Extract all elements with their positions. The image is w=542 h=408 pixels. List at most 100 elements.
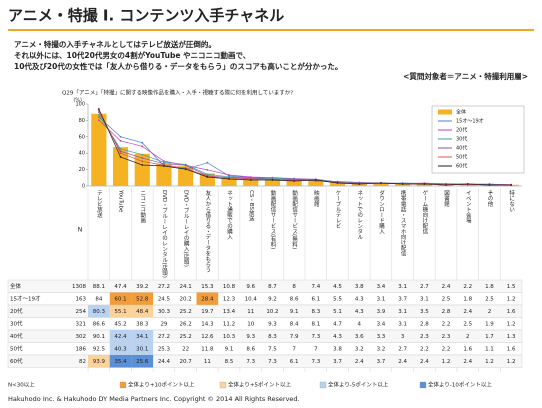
highlight-cell [131, 330, 154, 343]
cell-value: 25.3 [158, 346, 171, 352]
cell-value: 11 [204, 359, 211, 365]
y-tick-label: 80 [79, 118, 85, 124]
cell-value: 8.3 [268, 334, 277, 340]
y-tick-label: 60 [79, 134, 85, 140]
series-point [206, 176, 209, 178]
cell-value: 2.2 [442, 346, 451, 352]
cell-value: 1.8 [463, 296, 472, 302]
cell-value: 3.7 [333, 359, 342, 365]
series-point [184, 164, 187, 167]
cell-value: 3.1 [398, 321, 407, 327]
summary-line: アニメ・特撮の入手チャネルとしてはテレビ放送が圧倒的。 [14, 39, 216, 49]
cell-value: 25.2 [180, 309, 192, 315]
series-point [141, 160, 144, 163]
bar [373, 183, 389, 186]
highlight-cell [109, 355, 132, 368]
cell-value: 3.6 [355, 334, 364, 340]
series-point [119, 148, 122, 150]
cell-value: 2.5 [463, 321, 472, 327]
category-label: ダウンロード購入 [378, 189, 385, 235]
footer-swatch [219, 381, 227, 389]
cell-value: 3.3 [377, 334, 386, 340]
bar [329, 182, 346, 186]
cell-value: 3.1 [398, 284, 407, 290]
cell-value: 2.4 [463, 359, 472, 365]
cell-value: 30.1 [136, 346, 148, 352]
series-point [119, 152, 122, 154]
series-point [293, 180, 296, 182]
cell-value: 9.1 [225, 346, 234, 352]
highlight-cell [131, 305, 154, 318]
bar [264, 178, 281, 186]
category-label: イベント会場 [465, 190, 472, 224]
cell-value: 19.7 [201, 309, 214, 315]
slide-title: アニメ・特撮 Ⅰ. コンテンツ入手チャネル [8, 7, 284, 25]
summary-line: それ以外には、10代20代男女の4割がYouTube やニコニコ動画で、 [14, 50, 250, 60]
summary-line: 10代及び20代の女性では「友人から借りる・データをもらう」のスコアも高いことが… [14, 61, 342, 71]
series-point [314, 179, 317, 181]
cell-value: 2.3 [420, 334, 429, 340]
row-label: 40代 [10, 332, 23, 340]
cell-value: 3.7 [377, 359, 386, 365]
bar [178, 166, 194, 186]
cell-value: 22 [182, 346, 189, 352]
row-n: 186 [76, 346, 87, 352]
series-point [163, 165, 165, 167]
category-label: 映画館 [313, 189, 320, 208]
cell-value: 2.7 [398, 346, 407, 352]
series-point [271, 179, 274, 181]
cell-value: 7.3 [246, 359, 255, 365]
series-point [163, 162, 165, 165]
cell-value: 2.2 [420, 346, 429, 352]
cell-value: 8.5 [225, 359, 234, 365]
cell-value: 8.6 [246, 346, 255, 352]
cell-value: 8 [292, 284, 296, 290]
row-label: 30代 [10, 319, 23, 327]
question: Q29「アニメ」「特撮」に関する映像作品を購入・入手・視聴する際に何を利用してい… [62, 89, 293, 97]
cell-value: 10.8 [223, 284, 236, 290]
cell-value: 24.1 [180, 284, 192, 290]
bar [112, 147, 129, 186]
cell-value: 1.3 [507, 334, 516, 340]
bar [91, 113, 107, 186]
cell-value: 8.7 [268, 284, 277, 290]
category-label: DVD・ブルーレイのレンタル(店頭) [161, 190, 168, 278]
category-label: 特にない [508, 189, 515, 213]
target-note: <質問対象者＝アニメ・特撮利用層> [403, 71, 528, 81]
highlight-cell [109, 305, 132, 318]
legend-swatch [438, 109, 452, 115]
cell-value: 10.3 [223, 334, 236, 340]
footer-legend: 全体より+5ポイント以上 [228, 381, 291, 389]
cell-value: 9.6 [246, 284, 255, 290]
cell-value: 11 [247, 309, 254, 315]
cell-value: 14.3 [201, 321, 214, 327]
series-point [141, 141, 144, 144]
legend-label: 60代 [456, 163, 467, 170]
cell-value: 6.1 [290, 359, 299, 365]
legend-label: 20代 [456, 127, 467, 134]
cell-value: 2.7 [420, 284, 429, 290]
cell-value: 2.8 [442, 309, 451, 315]
cell-value: 1.6 [507, 309, 516, 315]
cell-value: 2 [488, 309, 492, 315]
category-label: 携帯電話・スマホ向け配信 [400, 189, 407, 258]
cell-value: 24.4 [158, 359, 171, 365]
cell-value: 93.9 [93, 359, 106, 365]
cell-value: 4 [358, 321, 362, 327]
cell-value: 48.4 [136, 309, 149, 315]
cell-value: 12.3 [223, 296, 236, 302]
footer-swatch [419, 381, 427, 389]
cell-value: 26.2 [180, 321, 192, 327]
cell-value: 11.2 [223, 321, 235, 327]
cell-value: 3.2 [377, 346, 386, 352]
series-point [249, 179, 252, 181]
series-line [98, 108, 512, 186]
category-label: ネットでのレンタル [356, 190, 363, 240]
series-point [97, 116, 100, 119]
row-n: 254 [76, 309, 87, 315]
series-point [97, 108, 100, 110]
cell-value: 7.9 [290, 334, 299, 340]
series-point [141, 164, 144, 166]
cell-value: 45.2 [114, 321, 126, 327]
